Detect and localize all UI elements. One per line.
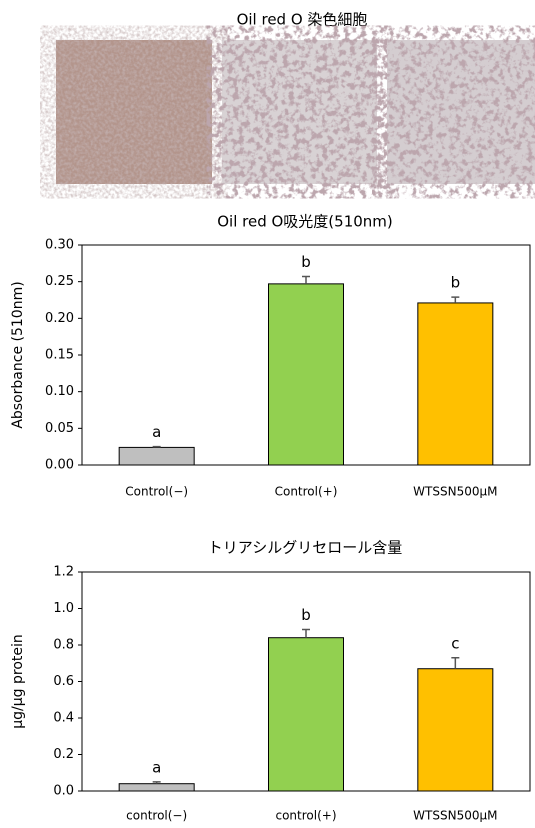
bar	[418, 303, 493, 465]
error-bar	[153, 447, 161, 448]
chart-title: トリアシルグリセロール含量	[208, 539, 402, 557]
bar	[119, 784, 194, 791]
bar	[269, 638, 344, 791]
error-bar	[451, 297, 459, 303]
micrograph	[56, 40, 212, 184]
chart-title: Oil red O吸光度(510nm)	[217, 213, 393, 231]
x-tick-label: control(+)	[275, 809, 336, 823]
y-tick-label: 0.30	[45, 238, 74, 253]
y-tick-label: 0.4	[53, 711, 74, 726]
figure: Oil red O 染色細胞 Oil red O吸光度(510nm) Absorb…	[0, 0, 535, 828]
bar	[269, 284, 344, 465]
error-bar	[302, 629, 310, 637]
x-tick-label: control(−)	[126, 809, 187, 823]
y-tick-label: 0.00	[45, 458, 74, 473]
significance-letter: a	[152, 423, 161, 441]
significance-letter: b	[301, 606, 311, 624]
y-tick-label: 0.6	[53, 674, 74, 689]
y-tick-label: 1.2	[53, 565, 74, 580]
x-tick-label: Control(−)	[125, 485, 188, 499]
y-tick-label: 0.2	[53, 747, 74, 762]
bar	[119, 447, 194, 465]
significance-letter: c	[451, 634, 459, 652]
significance-letter: b	[451, 274, 461, 292]
y-tick-label: 0.8	[53, 638, 74, 653]
bar	[418, 669, 493, 791]
x-tick-label: WTSSN500μM	[413, 809, 497, 823]
y-tick-label: 0.20	[45, 311, 74, 326]
micrograph	[387, 40, 535, 184]
y-tick-label: 1.0	[53, 601, 74, 616]
y-tick-label: 0.25	[45, 274, 74, 289]
y-axis-label: Absorbance (510nm)	[10, 281, 26, 428]
error-bar	[302, 277, 310, 284]
significance-letter: b	[301, 253, 311, 271]
significance-letter: a	[152, 758, 161, 776]
y-axis-label: μg/μg protein	[10, 634, 26, 729]
x-tick-label: Control(+)	[275, 485, 338, 499]
error-bar	[451, 658, 459, 669]
y-tick-label: 0.10	[45, 384, 74, 399]
y-tick-label: 0.05	[45, 421, 74, 436]
micrograph	[222, 40, 377, 184]
figure-title: Oil red O 染色細胞	[237, 11, 368, 29]
y-tick-label: 0.15	[45, 348, 74, 363]
y-tick-label: 0.0	[53, 784, 74, 799]
x-tick-label: WTSSN500μM	[413, 485, 497, 499]
